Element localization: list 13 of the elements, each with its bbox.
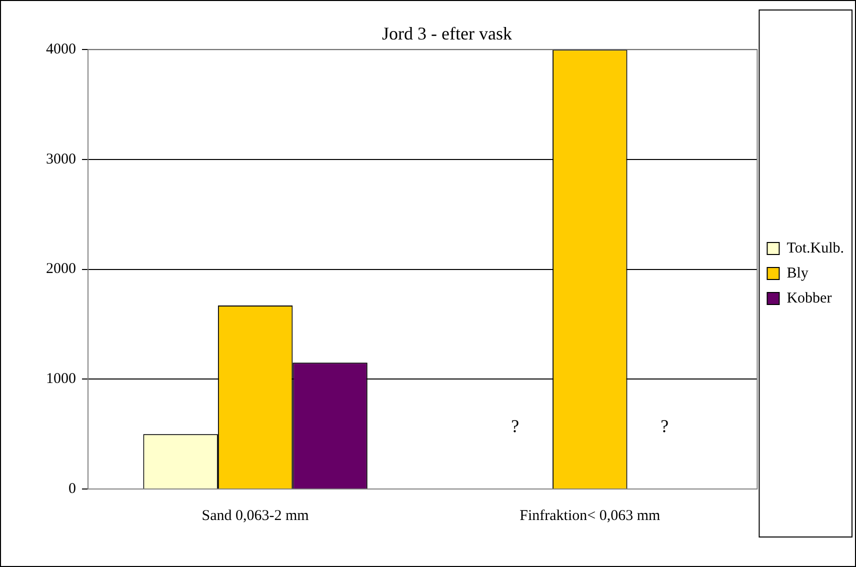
legend-label: Tot.Kulb.: [786, 240, 844, 256]
x-tick-label: Finfraktion< 0,063 mm: [520, 508, 661, 524]
y-tick-label: 0: [68, 480, 76, 497]
y-tick-label: 1000: [46, 371, 76, 388]
chart-title: Jord 3 - efter vask: [382, 24, 512, 44]
legend-label: Kobber: [786, 290, 832, 306]
legend-label: Bly: [786, 265, 809, 282]
y-tick-label: 4000: [46, 42, 76, 58]
y-tick-label: 3000: [46, 151, 76, 168]
x-tick-label: Sand 0,063-2 mm: [202, 508, 310, 524]
y-tick-label: 2000: [46, 261, 76, 278]
text: ?: [660, 416, 669, 436]
text: ?: [511, 416, 520, 436]
